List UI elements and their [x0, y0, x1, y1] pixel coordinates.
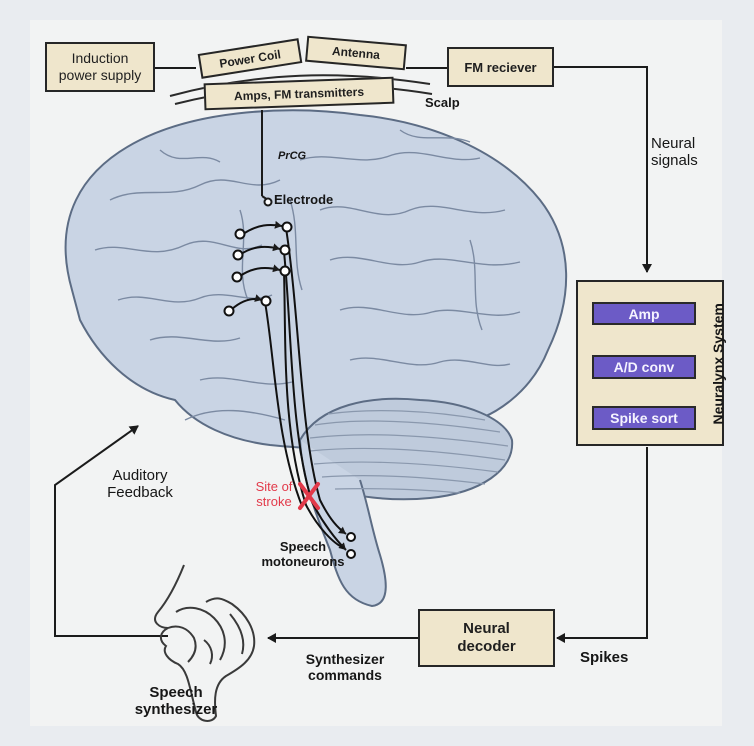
fm-receiver-box: FM reciever — [447, 47, 554, 87]
amps-fm-transmitters-label: Amps, FM transmitters — [233, 84, 365, 103]
power-coil-label: Power Coil — [218, 46, 282, 71]
brain-illustration — [64, 109, 568, 608]
neuralynx-system-label: Neuralynx System — [710, 303, 727, 425]
auditory-feedback-label: Auditory Feedback — [107, 467, 173, 501]
ad-conv-box: A/D conv — [592, 355, 696, 379]
amp-box: Amp — [592, 302, 696, 325]
scalp-label: Scalp — [425, 95, 460, 110]
prcg-label: PrCG — [278, 150, 307, 162]
ad-conv-label: A/D conv — [613, 359, 675, 375]
amp-label: Amp — [628, 305, 660, 322]
electrode-lead — [261, 110, 273, 207]
synthesizer-commands-label: Synthesizer commands — [305, 651, 385, 683]
spike-sort-label: Spike sort — [610, 410, 678, 426]
antenna-label: Antenna — [331, 43, 381, 63]
spike-sort-box: Spike sort — [592, 406, 696, 430]
brain-stem — [299, 439, 387, 608]
spikes-label: Spikes — [580, 649, 629, 666]
fm-receiver-label: FM reciever — [464, 59, 537, 75]
neural-signals-label: Neural signals — [651, 135, 698, 169]
vocal-tract-sketch — [154, 564, 256, 722]
site-of-stroke-label: Site of stroke — [255, 479, 293, 509]
neuron-tracts — [223, 220, 356, 559]
neural-decoder-box: Neural decoder — [418, 609, 555, 667]
speech-motoneurons-label: Speech motoneurons — [261, 539, 345, 569]
electrode-label: Electrode — [274, 192, 334, 207]
induction-power-supply-box: Induction power supply — [45, 42, 155, 92]
induction-power-supply-label: Induction power supply — [58, 50, 142, 83]
speech-synthesizer-label: Speech synthesizer — [134, 684, 218, 718]
neural-decoder-label: Neural decoder — [457, 620, 516, 655]
stroke-x-mark — [298, 482, 320, 510]
connector-lines — [54, 66, 652, 643]
brain-cerebrum — [64, 109, 568, 450]
